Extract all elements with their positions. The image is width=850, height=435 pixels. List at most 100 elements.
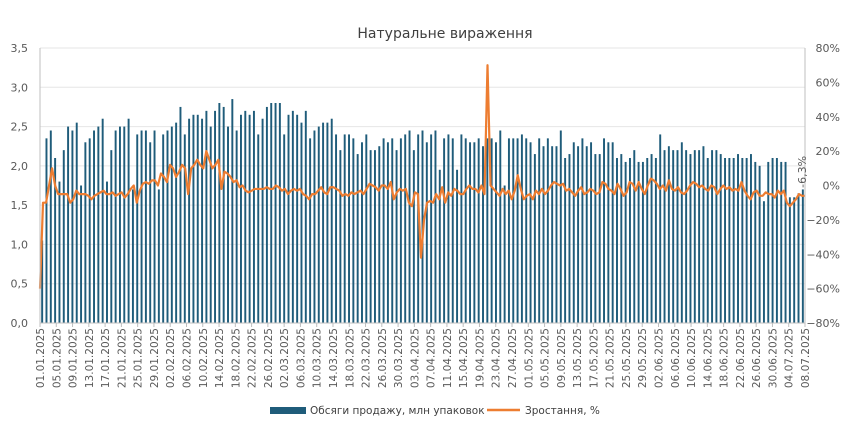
x-axis-labels: 01.01.2025 05.01.2025 09.01.2025 13.01.2025… (35, 323, 812, 388)
bar (603, 138, 605, 323)
x-tick-label: 08.07.2025 (800, 328, 812, 388)
axes (39, 48, 806, 324)
bar (430, 134, 433, 323)
legend-bar-label: Обсяги продажу, млн упаковок (310, 405, 485, 417)
bar (564, 158, 567, 323)
bar (611, 142, 614, 323)
x-tick-label: 26.02.2025 (263, 328, 275, 388)
bar (486, 138, 489, 323)
bar (585, 146, 588, 323)
bar (101, 118, 104, 324)
bar (767, 161, 770, 323)
bar (499, 130, 502, 323)
y-right-tick-label: 20% (816, 145, 840, 158)
bar (326, 122, 329, 323)
bar (758, 165, 761, 323)
bar (456, 169, 459, 323)
bar (732, 158, 735, 323)
bar (227, 126, 229, 323)
y-left-tick-label: 2,0 (11, 160, 29, 173)
bar (525, 138, 528, 323)
x-tick-label: 02.02.2025 (165, 328, 177, 388)
bar (464, 138, 467, 323)
bar (369, 150, 372, 323)
y-right-tick-label: 60% (816, 76, 840, 89)
bar (546, 138, 549, 323)
bar (348, 134, 350, 323)
bar (581, 138, 584, 323)
bar (339, 150, 342, 323)
bar (278, 103, 281, 323)
bar (659, 134, 662, 323)
bar (693, 150, 696, 323)
bar (188, 118, 191, 324)
bar (451, 138, 454, 323)
bar (404, 134, 407, 323)
bar (127, 118, 130, 324)
bar (49, 130, 52, 323)
bar (106, 181, 108, 323)
bar (395, 150, 398, 323)
y-right-tick-label: −40% (806, 248, 840, 261)
bar (750, 154, 752, 323)
bar (788, 197, 791, 323)
bar (166, 130, 169, 323)
bar (533, 154, 536, 323)
x-tick-label: 21.01.2025 (116, 328, 128, 388)
bar (391, 138, 394, 323)
bar (771, 158, 774, 323)
bar (373, 150, 376, 323)
bar (244, 110, 247, 323)
x-tick-label: 25.05.2025 (621, 328, 633, 388)
x-tick-label: 17.05.2025 (588, 328, 600, 388)
bar (719, 154, 722, 323)
bar (175, 122, 178, 323)
bar (490, 138, 493, 323)
bar (45, 138, 48, 323)
bar (641, 161, 644, 323)
y-right-tick-label: 80% (816, 42, 840, 55)
bar (689, 154, 692, 323)
x-tick-label: 10.06.2025 (686, 328, 698, 388)
bar (607, 142, 610, 323)
x-tick-label: 01.01.2025 (35, 328, 47, 388)
x-tick-label: 29.05.2025 (637, 328, 649, 388)
bar (382, 138, 385, 323)
y-left-tick-label: 0,5 (11, 278, 29, 291)
x-tick-label: 02.03.2025 (279, 328, 291, 388)
bar (706, 158, 709, 323)
bar (672, 150, 675, 323)
bar (218, 103, 221, 323)
bar (412, 150, 415, 323)
bar (322, 122, 325, 323)
bar (698, 150, 701, 323)
x-tick-label: 13.05.2025 (572, 328, 584, 388)
bar (685, 150, 688, 323)
x-tick-label: 18.02.2025 (230, 328, 242, 388)
bar (378, 146, 381, 323)
bar (443, 138, 446, 323)
bar (520, 134, 523, 323)
bar (680, 142, 683, 323)
y-right-tick-label: 40% (816, 111, 840, 124)
x-tick-label: 14.03.2025 (328, 328, 340, 388)
y-right-tick-label: 0% (823, 180, 840, 193)
bar (140, 130, 143, 323)
bar (170, 126, 173, 323)
bar (784, 161, 787, 323)
x-tick-label: 14.02.2025 (214, 328, 226, 388)
bar (114, 130, 117, 323)
bar (417, 134, 420, 323)
bar (183, 134, 186, 323)
bar (84, 142, 87, 323)
y-left-tick-label: 0,0 (11, 317, 29, 330)
bar-series (41, 99, 804, 324)
x-tick-label: 03.04.2025 (409, 328, 421, 388)
bar (67, 126, 70, 323)
x-tick-label: 07.04.2025 (426, 328, 438, 388)
y-left-tick-label: 1,5 (11, 199, 29, 212)
bar (205, 110, 208, 323)
bar (745, 158, 748, 323)
bar (624, 161, 627, 323)
bar (54, 158, 57, 323)
